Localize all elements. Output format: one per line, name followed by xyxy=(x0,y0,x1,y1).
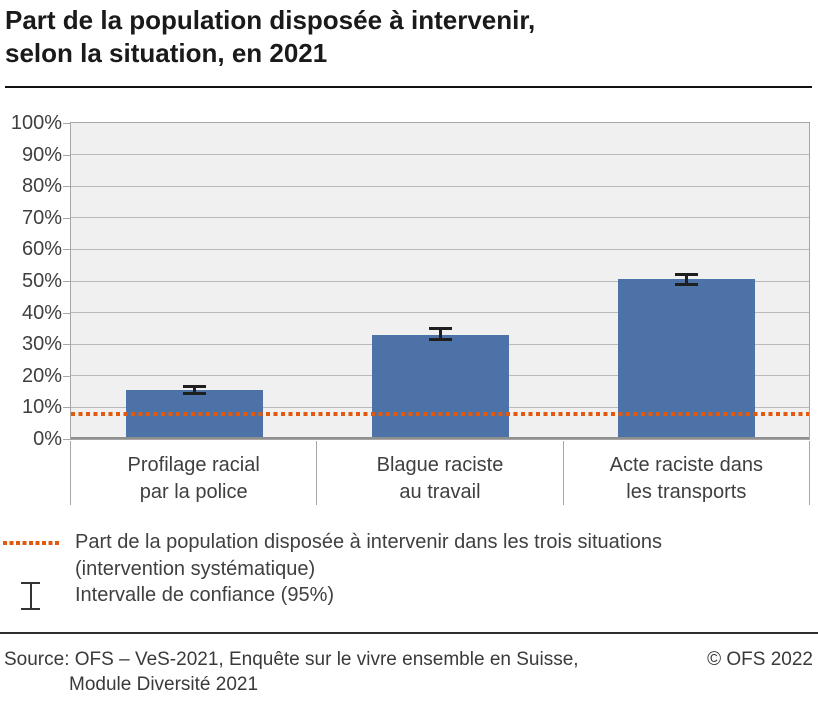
page-title-line1: Part de la population disposée à interve… xyxy=(5,5,536,35)
x-axis-label: Acte raciste dans les transports xyxy=(564,441,810,505)
y-axis-label: 0% xyxy=(33,428,62,450)
y-axis-tick xyxy=(63,154,70,156)
footer-divider xyxy=(0,632,818,634)
y-axis-tick xyxy=(63,439,70,440)
x-axis-label: Blague raciste au travail xyxy=(317,441,564,505)
dotted-line-icon xyxy=(3,541,60,545)
error-bar-stem xyxy=(684,276,688,283)
y-axis-label: 90% xyxy=(21,143,62,166)
error-bar xyxy=(182,385,206,395)
y-axis-tick xyxy=(63,249,70,251)
x-axis-label: Profilage racial par la police xyxy=(71,441,318,505)
copyright-text: © OFS 2022 xyxy=(707,649,813,670)
plot-area xyxy=(70,122,810,440)
y-axis-tick xyxy=(63,281,70,282)
y-axis-label: 60% xyxy=(21,238,62,261)
x-axis: Profilage racial par la police Blague rac… xyxy=(70,441,810,505)
y-axis-tick xyxy=(63,375,70,377)
y-axis-label: 50% xyxy=(21,270,62,292)
y-axis-tick xyxy=(63,217,70,219)
error-bar-icon xyxy=(21,582,40,610)
title-divider xyxy=(5,86,812,88)
y-axis-label: 100% xyxy=(10,112,62,134)
y-axis-tick xyxy=(63,123,70,124)
x-axis-line xyxy=(71,437,809,439)
y-axis-tick xyxy=(63,407,70,409)
y-axis-tick xyxy=(63,344,70,346)
source-text-line2: Module Diversité 2021 xyxy=(69,674,259,695)
error-bar xyxy=(428,326,452,342)
y-axis-label: 10% xyxy=(21,396,62,419)
y-axis-label: 70% xyxy=(21,206,62,229)
y-axis-label: 40% xyxy=(21,301,62,324)
gridline xyxy=(71,280,809,282)
bar xyxy=(371,334,509,439)
y-axis-tick xyxy=(63,186,70,188)
error-bar-stem xyxy=(192,388,196,392)
chart-legend: Part de la population disposée à interve… xyxy=(3,529,815,617)
gridline xyxy=(71,248,809,250)
error-bar-icon-stem xyxy=(29,584,32,608)
source-text-line1: Source: OFS – VeS-2021, Enquête sur le v… xyxy=(4,649,579,670)
page-title: Part de la population disposée à interve… xyxy=(5,4,535,70)
legend-label-confidence-interval: Intervalle de confiance (95%) xyxy=(75,584,335,606)
y-axis-label: 30% xyxy=(21,333,62,356)
gridline xyxy=(71,185,809,187)
gridline xyxy=(71,217,809,219)
error-bar xyxy=(674,273,698,286)
legend-label-reference-line: Part de la population disposée à interve… xyxy=(75,531,663,580)
y-axis-tick xyxy=(63,312,70,314)
gridline xyxy=(71,312,809,314)
gridline xyxy=(71,154,809,156)
error-bar-stem xyxy=(438,329,442,339)
y-axis-label: 80% xyxy=(21,175,62,198)
y-axis-label: 20% xyxy=(21,364,62,387)
reference-line xyxy=(71,411,809,416)
page-title-line2: selon la situation, en 2021 xyxy=(5,38,328,68)
